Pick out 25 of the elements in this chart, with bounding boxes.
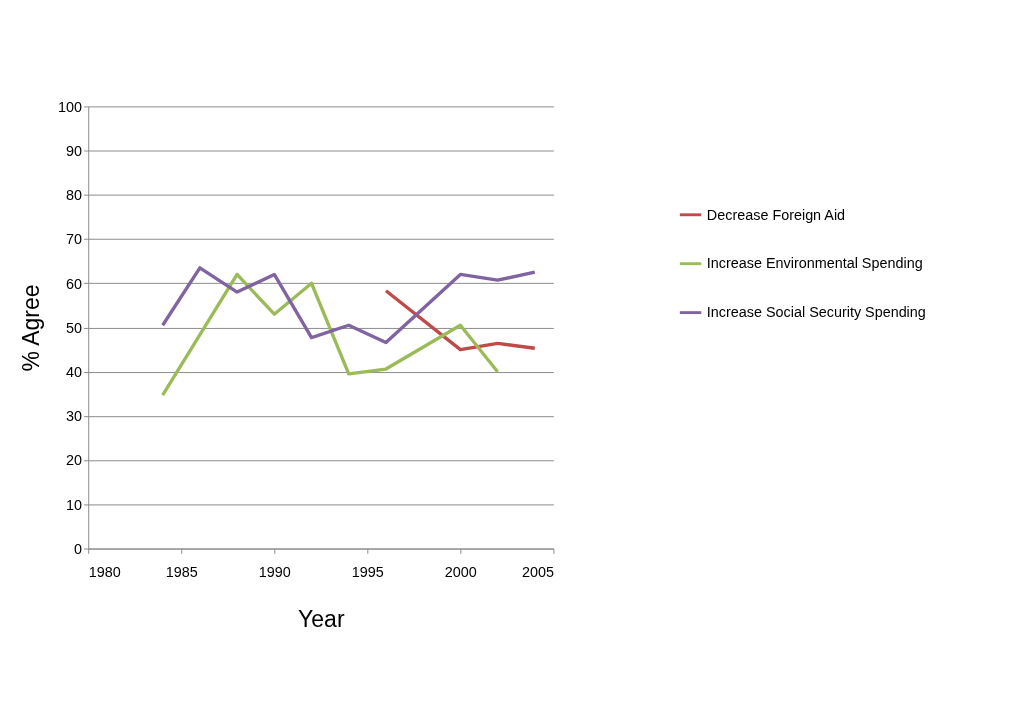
x-tick-label: 1995	[351, 563, 384, 580]
y-tick-label: 50	[66, 319, 82, 336]
legend-label: Decrease Foreign Aid	[706, 206, 846, 223]
y-tick-label: 60	[66, 275, 82, 292]
y-tick-label: 90	[66, 142, 82, 159]
y-tick-label: 70	[66, 231, 82, 248]
y-tick-label: 20	[66, 452, 82, 469]
x-tick-label: 1985	[165, 563, 198, 580]
line-series	[160, 266, 537, 345]
x-axis-title: Year	[298, 605, 345, 632]
legend-label: Increase Environmental Spending	[706, 255, 923, 272]
line-series	[160, 272, 500, 397]
y-tick-label: 40	[66, 363, 82, 380]
y-tick-label: 80	[66, 187, 82, 204]
y-tick-label: 10	[66, 496, 82, 513]
x-tick-label: 1980	[88, 563, 121, 580]
x-tick-label: 1990	[258, 563, 291, 580]
y-tick-label: 30	[66, 408, 82, 425]
line-series	[384, 289, 537, 352]
legend-label: Increase Social Security Spending	[706, 304, 926, 321]
y-tick-label: 0	[74, 540, 82, 557]
y-tick-label: 100	[58, 98, 83, 115]
y-axis-title: % Agree	[17, 284, 44, 372]
x-tick-label: 2000	[444, 563, 477, 580]
x-tick-label: 2005	[521, 563, 554, 580]
